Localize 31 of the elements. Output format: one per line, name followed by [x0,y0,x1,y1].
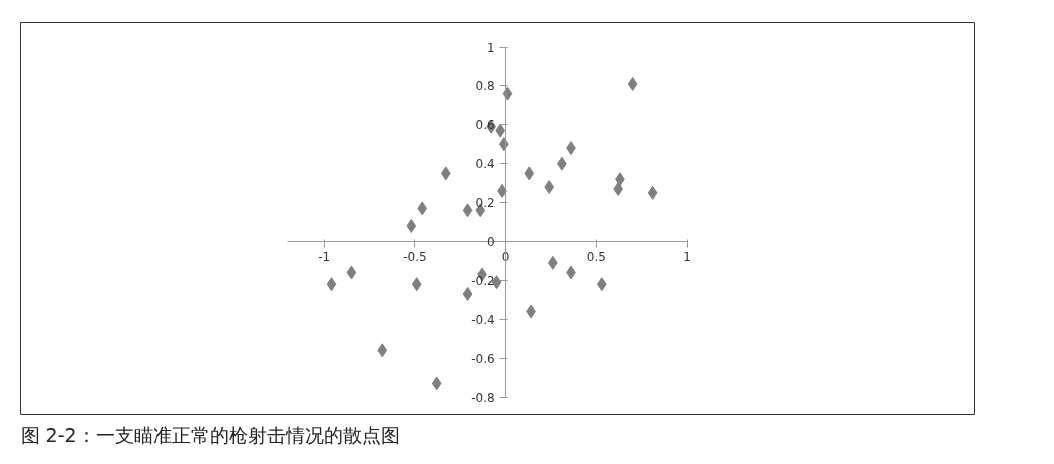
x-tick-label: 1 [683,250,691,265]
point [326,277,337,292]
y-tick-label: 1 [487,40,495,55]
point [544,180,555,194]
point [462,203,473,218]
point [596,277,607,292]
y-tick-label: -0.6 [471,351,495,366]
point [406,218,417,233]
point [440,166,451,181]
point [502,86,513,101]
caption: 图 2-2：一支瞄准正常的枪射击情况的散点图 [20,423,400,446]
x-tick-label: -1 [318,250,331,265]
y-tick-label: 0.4 [475,157,495,172]
point [627,76,638,91]
x-tick-label: 0.5 [586,250,606,265]
point [377,343,388,358]
y-tick-label: 0 [487,234,495,249]
y-tick-label: 0.2 [475,196,495,211]
point [431,376,442,391]
point [495,123,506,138]
x-tick-label: -0.5 [403,250,427,265]
point [462,286,473,301]
y-tick-label: -0.2 [471,273,495,288]
point [647,185,658,200]
point [346,265,357,280]
point [417,201,428,216]
y-tick-label: -0.8 [471,390,495,405]
point [524,166,535,181]
y-tick-label: 0.8 [475,79,495,94]
y-tick-label: -0.4 [471,312,495,327]
point [411,277,422,292]
